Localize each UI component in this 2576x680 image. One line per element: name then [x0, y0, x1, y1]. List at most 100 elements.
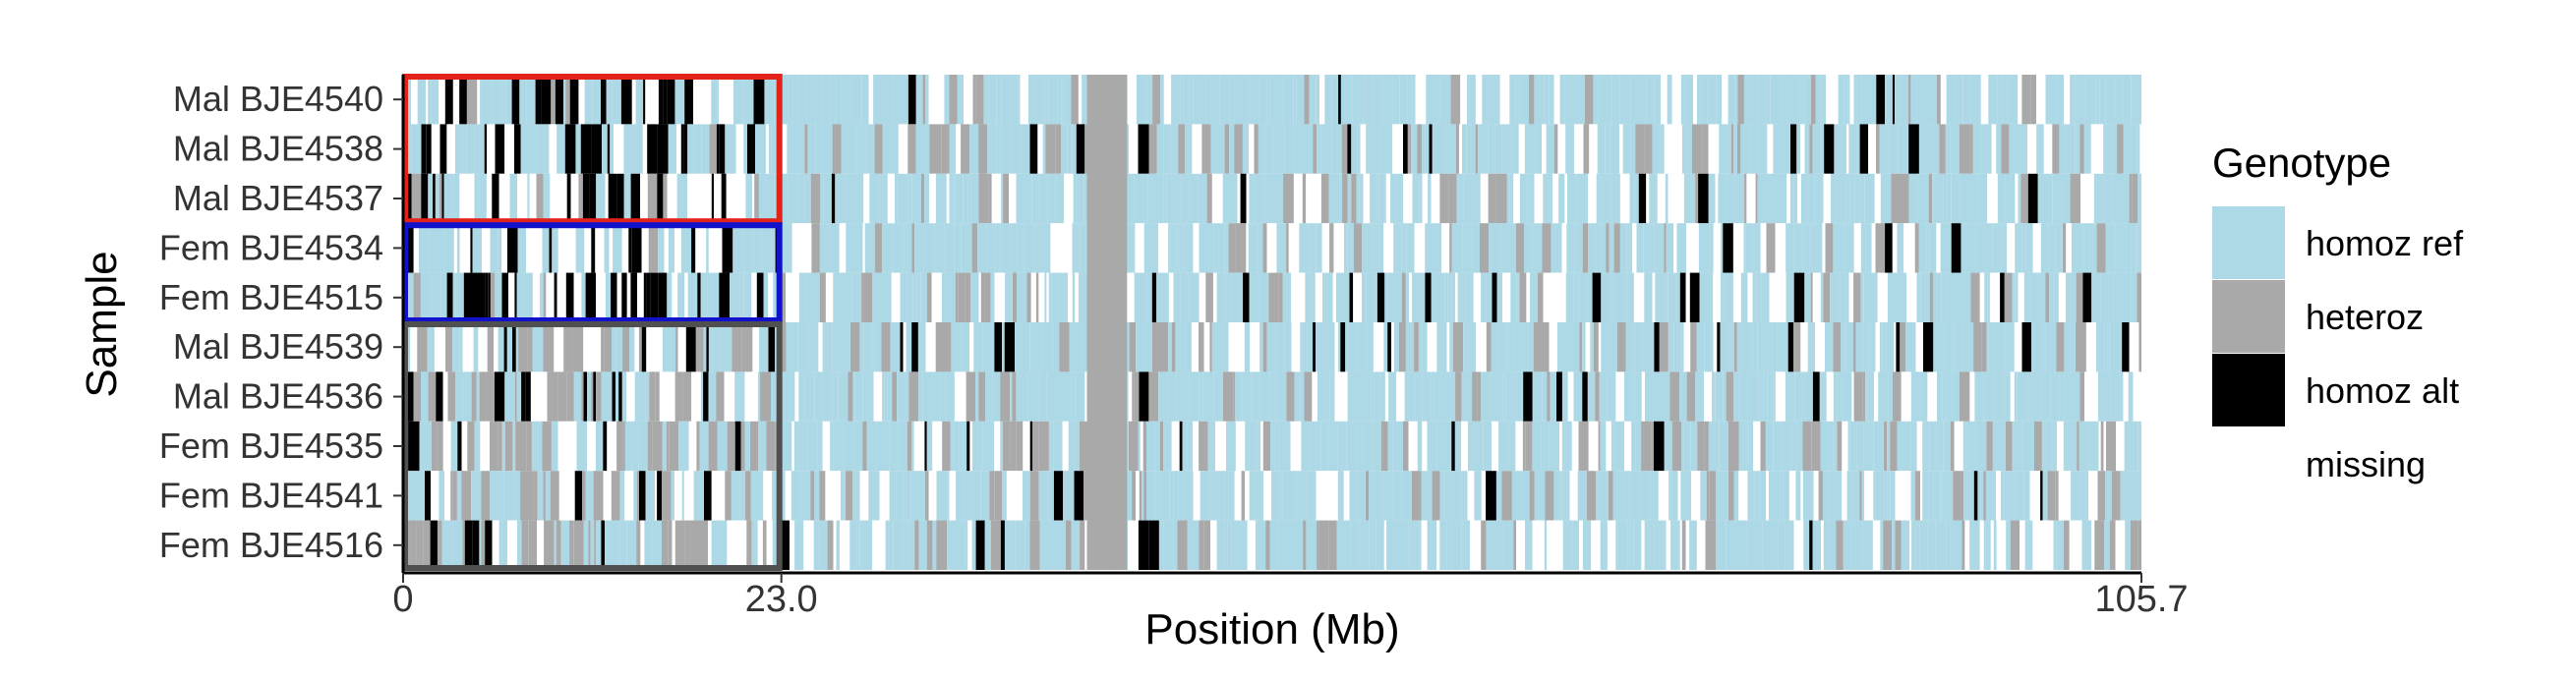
genotype-segment	[781, 173, 788, 224]
genotype-segment	[701, 124, 710, 174]
genotype-segment	[830, 75, 836, 125]
genotype-segment	[760, 371, 771, 422]
genotype-segment	[518, 322, 528, 372]
genotype-segment	[1155, 471, 1160, 521]
genotype-segment	[667, 272, 673, 322]
genotype-segment	[1344, 223, 1348, 273]
genotype-segment	[1575, 520, 1580, 570]
genotype-segment	[1476, 322, 1487, 372]
genotype-segment	[535, 75, 542, 125]
genotype-segment	[1654, 421, 1665, 472]
genotype-segment	[911, 421, 914, 472]
genotype-segment	[1845, 173, 1850, 224]
genotype-segment	[646, 272, 651, 322]
genotype-segment	[1526, 272, 1531, 322]
genotype-segment	[2131, 223, 2137, 273]
genotype-segment	[1290, 421, 1302, 472]
genotype-segment	[413, 371, 421, 422]
genotype-segment	[2088, 421, 2099, 472]
genotype-segment	[1900, 322, 1906, 372]
genotype-segment	[1156, 124, 1164, 174]
genotype-segment	[1700, 75, 1708, 125]
genotype-segment	[1231, 272, 1239, 322]
genotype-segment	[1476, 421, 1484, 472]
genotype-segment	[1961, 223, 1966, 273]
genotype-segment	[563, 75, 566, 125]
genotype-segment	[1136, 471, 1140, 521]
genotype-segment	[792, 75, 798, 125]
genotype-segment	[1481, 272, 1487, 322]
genotype-segment	[988, 75, 997, 125]
genotype-segment	[431, 75, 439, 125]
genotype-segment	[1282, 520, 1293, 570]
genotype-segment	[421, 371, 429, 422]
genotype-segment	[1763, 371, 1768, 422]
genotype-segment	[1356, 272, 1363, 322]
genotype-segment	[2012, 272, 2016, 322]
genotype-segment	[1582, 223, 1588, 273]
genotype-segment	[822, 421, 831, 472]
genotype-segment	[1910, 421, 1917, 472]
genotype-segment	[619, 471, 622, 521]
genotype-segment	[1227, 520, 1232, 570]
heteroz-band-segment	[1086, 75, 1101, 570]
genotype-segment	[1152, 75, 1161, 125]
genotype-segment	[1373, 322, 1379, 372]
genotype-segment	[453, 223, 457, 273]
genotype-segment	[1802, 75, 1805, 125]
genotype-segment	[1534, 471, 1546, 521]
genotype-segment	[1350, 75, 1353, 125]
genotype-segment	[1765, 421, 1774, 472]
genotype-segment	[711, 272, 720, 322]
genotype-segment	[444, 75, 453, 125]
genotype-segment	[1269, 520, 1279, 570]
genotype-segment	[763, 272, 769, 322]
genotype-segment	[1286, 223, 1289, 273]
genotype-segment	[509, 471, 516, 521]
genotype-segment	[873, 371, 883, 422]
genotype-segment	[1989, 272, 2001, 322]
genotype-segment	[1496, 272, 1503, 322]
genotype-segment	[1856, 124, 1860, 174]
genotype-segment	[1266, 75, 1270, 125]
genotype-segment	[765, 124, 769, 174]
genotype-segment	[1165, 272, 1169, 322]
genotype-segment	[759, 173, 766, 224]
genotype-segment	[1635, 124, 1645, 174]
genotype-segment	[1300, 322, 1303, 372]
genotype-segment	[587, 421, 596, 472]
genotype-segment	[662, 421, 667, 472]
genotype-segment	[536, 173, 544, 224]
genotype-segment	[1243, 272, 1250, 322]
genotype-segment	[557, 223, 568, 273]
genotype-segment	[1000, 421, 1003, 472]
genotype-segment	[582, 471, 586, 521]
genotype-segment	[854, 371, 863, 422]
genotype-segment	[849, 520, 857, 570]
genotype-segment	[2037, 173, 2047, 224]
genotype-segment	[1598, 75, 1606, 125]
genotype-segment	[881, 322, 891, 372]
genotype-segment	[1063, 223, 1073, 273]
genotype-segment	[1519, 173, 1528, 224]
genotype-segment	[526, 75, 536, 125]
genotype-segment	[1462, 223, 1472, 273]
genotype-segment	[638, 322, 642, 372]
genotype-segment	[1712, 421, 1720, 472]
genotype-segment	[982, 421, 987, 472]
genotype-segment	[662, 520, 669, 570]
genotype-segment	[446, 272, 453, 322]
genotype-segment	[2117, 322, 2123, 372]
genotype-segment	[730, 272, 740, 322]
genotype-segment	[481, 520, 486, 570]
genotype-segment	[1572, 75, 1579, 125]
genotype-segment	[1211, 322, 1223, 372]
genotype-segment	[1224, 223, 1229, 273]
genotype-segment	[1804, 75, 1812, 125]
genotype-segment	[965, 272, 971, 322]
genotype-segment	[1667, 75, 1672, 125]
genotype-segment	[1273, 124, 1285, 174]
genotype-segment	[566, 371, 574, 422]
genotype-segment	[1885, 75, 1893, 125]
genotype-segment	[2009, 124, 2017, 174]
